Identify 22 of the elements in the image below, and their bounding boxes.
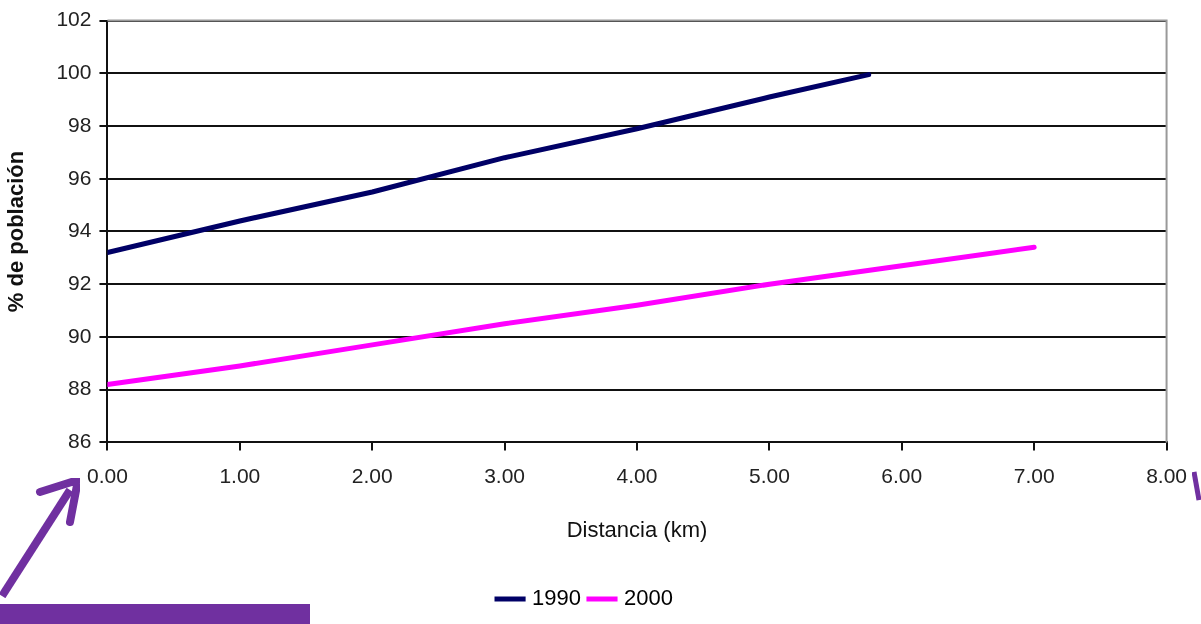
y-tick-label: 94 [68, 218, 92, 242]
y-tick-label: 100 [56, 60, 92, 84]
x-tick-label: 7.00 [1013, 463, 1055, 487]
x-tick-label: 4.00 [616, 463, 658, 487]
x-tick-label: 6.00 [881, 463, 923, 487]
x-tick-label: 1.00 [219, 463, 261, 487]
x-tick-label: 5.00 [748, 463, 790, 487]
y-tick-label: 96 [68, 165, 92, 189]
y-tick-label: 92 [68, 271, 92, 295]
x-tick-label: 3.00 [484, 463, 526, 487]
y-tick-label: 90 [68, 323, 92, 347]
legend-label: 1990 [532, 585, 582, 611]
legend-label: 2000 [624, 585, 673, 611]
x-tick-label: 2.00 [351, 463, 393, 487]
y-tick-label: 86 [68, 429, 92, 453]
x-tick-label: 0.00 [87, 463, 128, 487]
y-tick-label: 98 [68, 112, 92, 136]
y-tick-label: 88 [68, 376, 92, 400]
y-tick-label: 102 [56, 7, 92, 31]
x-tick-label: 8.00 [1146, 463, 1187, 487]
x-axis-title: Distancia (km) [566, 516, 708, 542]
y-axis-title: % de población [3, 150, 29, 313]
